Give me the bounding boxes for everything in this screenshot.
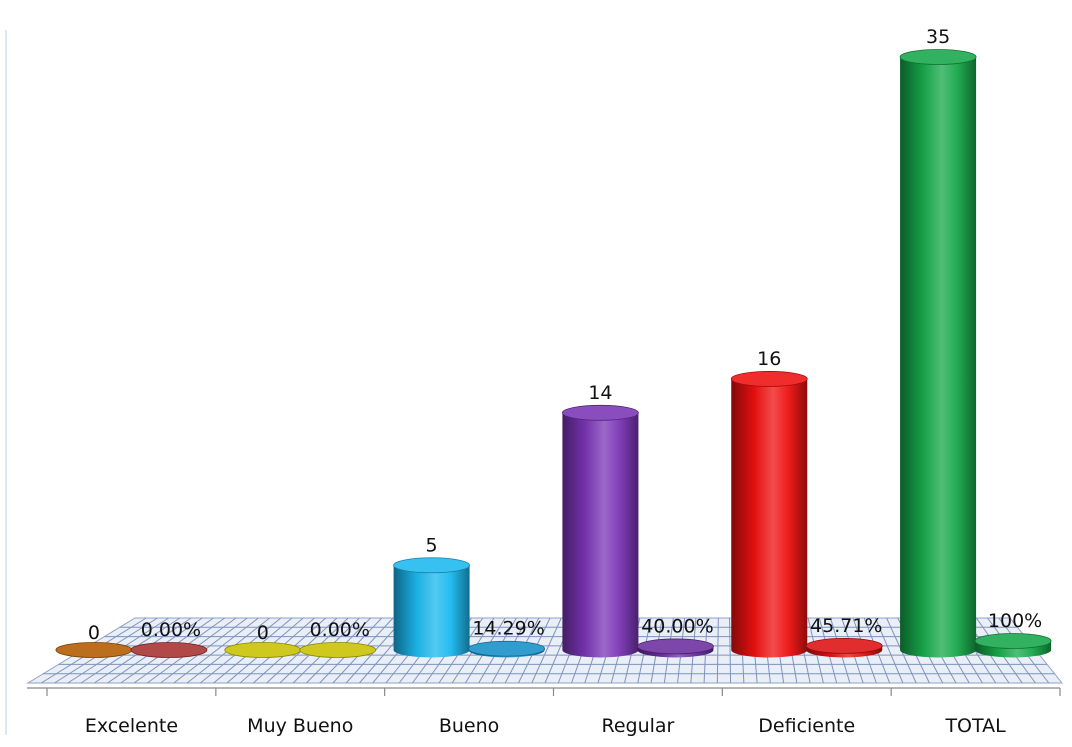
bar-s1-muy-bueno-top — [224, 642, 302, 658]
value-label-s1-excelente: 0 — [88, 622, 100, 644]
category-label-regular: Regular — [601, 715, 674, 737]
bar-s1-muy-bueno — [224, 642, 302, 658]
value-label-s1-regular: 14 — [588, 382, 612, 404]
bar-s2-bueno-top — [468, 640, 545, 657]
bar-s2-excelente — [130, 642, 208, 658]
value-label-s1-deficiente: 16 — [757, 348, 781, 370]
bar-s2-deficiente — [805, 637, 883, 658]
floor-grid-col — [531, 617, 562, 684]
category-label-excelente: Excelente — [85, 715, 178, 737]
bar-s1-bueno-top — [393, 557, 470, 574]
category-label-muy-bueno: Muy Bueno — [247, 715, 353, 737]
bar-s1-deficiente-top — [730, 371, 808, 387]
bar-s1-total — [899, 49, 977, 658]
x-axis — [27, 687, 1061, 696]
bars-group — [55, 49, 1052, 658]
category-label-total: TOTAL — [944, 715, 1006, 737]
bar-s1-deficiente-body — [731, 378, 808, 658]
floor-grid-col — [716, 617, 719, 684]
value-label-s2-muy-bueno: 0.00% — [310, 619, 370, 641]
left-frame-rule — [5, 30, 7, 735]
bar-s2-deficiente-top — [805, 637, 883, 654]
bar-s1-regular-top — [562, 404, 639, 421]
bar-s1-excelente — [55, 642, 133, 658]
bar-s2-muy-bueno — [299, 642, 377, 658]
value-label-s2-deficiente: 45.71% — [810, 615, 882, 637]
bar-s1-deficiente — [730, 371, 808, 658]
bar-s2-total — [974, 633, 1052, 658]
value-label-s2-excelente: 0.00% — [141, 619, 201, 641]
floor-grid-col — [874, 617, 904, 684]
bar-s2-excelente-top — [130, 642, 208, 658]
floor-grid-col — [173, 617, 259, 684]
bar-s2-regular — [637, 638, 714, 658]
floor-grid-col — [729, 617, 732, 684]
bar-s2-regular-top — [637, 638, 714, 655]
value-label-s1-total: 35 — [926, 26, 950, 48]
bar-s1-regular — [562, 404, 639, 658]
labels-group: Excelente Muy Bueno Bueno Regular Deficiente… — [85, 26, 1042, 737]
value-label-s2-total: 100% — [988, 610, 1042, 632]
bar-s1-bueno — [393, 557, 470, 658]
bar-s1-total-body — [900, 57, 977, 658]
bar-s2-muy-bueno-top — [299, 642, 377, 658]
category-label-bueno: Bueno — [439, 715, 499, 737]
bar-s2-bueno — [468, 640, 545, 658]
value-label-s1-muy-bueno: 0 — [257, 622, 269, 644]
bar-s1-total-top — [899, 49, 977, 65]
bar-s1-bueno-body — [393, 565, 470, 658]
bar-s2-total-top — [974, 633, 1052, 649]
value-label-s2-regular: 40.00% — [641, 615, 713, 637]
bar-s1-regular-body — [562, 412, 639, 658]
value-label-s2-bueno: 14.29% — [472, 618, 544, 640]
category-label-deficiente: Deficiente — [758, 715, 855, 737]
value-label-s1-bueno: 5 — [426, 534, 438, 556]
bar-s1-excelente-top — [55, 642, 133, 658]
